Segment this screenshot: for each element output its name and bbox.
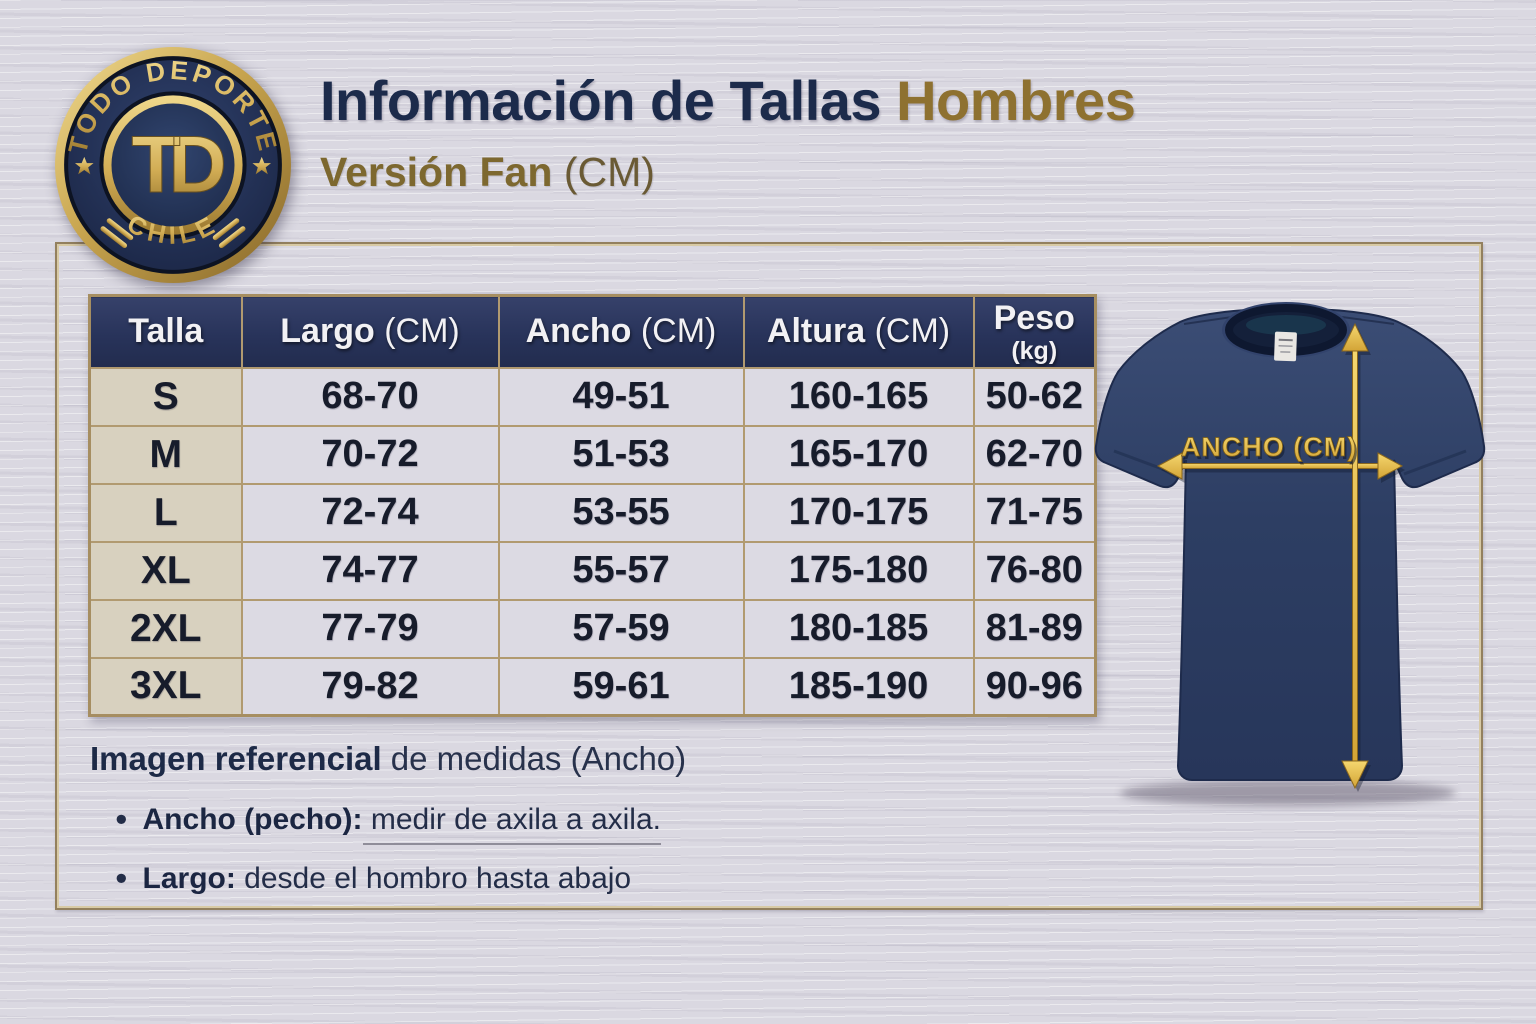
collar-inner (1246, 315, 1326, 335)
note-description: medir de axila a axila. (362, 803, 661, 845)
note-description: desde el hombro hasta abajo (235, 862, 632, 895)
cell-ancho: 57-59 (497, 598, 745, 659)
cell-largo: 74-77 (240, 540, 500, 601)
bullet-icon: • (115, 859, 128, 898)
cell-peso: 90-96 (972, 656, 1097, 717)
cell-ancho: 55-57 (497, 540, 745, 601)
cell-largo: 70-72 (240, 424, 500, 485)
collar-label (1274, 331, 1297, 362)
col-header-altura: Altura (CM) (742, 294, 975, 369)
cell-talla: 2XL (88, 598, 243, 659)
col-header-label: Talla (128, 312, 204, 351)
note-largo: • Largo: desde el hombro hasta abajo (115, 859, 686, 898)
measurement-notes: Imagen referencial de medidas (Ancho) • A… (90, 740, 686, 898)
page-subtitle-unit: (CM) (563, 149, 655, 195)
cell-peso: 81-89 (972, 598, 1097, 659)
col-header-ancho: Ancho (CM) (497, 294, 745, 369)
cell-peso: 71-75 (972, 482, 1097, 543)
tshirt-body (1094, 307, 1486, 781)
cell-ancho: 53-55 (497, 482, 745, 543)
cell-altura: 170-175 (742, 482, 975, 543)
size-table: Talla Largo (CM) Ancho (CM) Altura (CM) … (88, 294, 1097, 717)
content-frame (55, 242, 1483, 910)
cell-altura: 160-165 (742, 366, 975, 427)
col-header-label: Peso (993, 299, 1075, 338)
sleeve-seam-right (1403, 449, 1467, 476)
cell-largo: 79-82 (240, 656, 500, 717)
cell-largo: 72-74 (240, 482, 500, 543)
length-arrow (1341, 322, 1369, 790)
col-header-peso: Peso (kg) (972, 294, 1097, 369)
cell-altura: 180-185 (742, 598, 975, 659)
notes-heading-bold: Imagen referencial (90, 740, 382, 777)
table-row: 2XL 77-79 57-59 180-185 81-89 (88, 598, 1097, 659)
table-row: M 70-72 51-53 165-170 62-70 (88, 424, 1097, 485)
cell-peso: 76-80 (972, 540, 1097, 601)
cell-largo: 68-70 (240, 366, 500, 427)
note-ancho: • Ancho (pecho): medir de axila a axila. (115, 800, 686, 845)
notes-heading-rest: de medidas (Ancho) (381, 740, 687, 777)
page-title: Información de Tallas Hombres (320, 68, 1136, 133)
cell-talla: 3XL (88, 656, 243, 717)
shirt-shadow (1120, 780, 1456, 806)
col-header-unit: (kg) (1011, 337, 1058, 366)
cell-largo: 77-79 (240, 598, 500, 659)
page-title-main: Información de Tallas (320, 69, 882, 132)
table-row: XL 74-77 55-57 175-180 76-80 (88, 540, 1097, 601)
col-header-label: Largo (280, 312, 375, 351)
cell-altura: 185-190 (742, 656, 975, 717)
tshirt-reference-image: ANCHO (CM) ANCHO (CM) (1094, 302, 1486, 806)
cell-talla: XL (88, 540, 243, 601)
col-header-label: Altura (766, 312, 866, 351)
cell-talla: L (88, 482, 243, 543)
logo-monogram: TD (131, 120, 223, 210)
page-subtitle-accent: Versión Fan (320, 149, 553, 195)
logo-dash-right (212, 218, 246, 249)
cell-altura: 175-180 (742, 540, 975, 601)
bullet-icon: • (115, 800, 128, 839)
cell-talla: M (88, 424, 243, 485)
col-header-talla: Talla (88, 294, 243, 369)
cell-peso: 62-70 (972, 424, 1097, 485)
ancho-label-shadow: ANCHO (CM) (1183, 435, 1359, 465)
table-header-row: Talla Largo (CM) Ancho (CM) Altura (CM) … (88, 294, 1097, 369)
cell-talla: S (88, 366, 243, 427)
table-row: L 72-74 53-55 170-175 71-75 (88, 482, 1097, 543)
note-term: Ancho (pecho): (142, 803, 363, 836)
col-header-label: Ancho (525, 312, 632, 351)
shoulder-seam-left (1183, 316, 1233, 325)
col-header-unit: (CM) (384, 312, 460, 351)
cell-peso: 50-62 (972, 366, 1097, 427)
shoulder-seam-right (1341, 316, 1395, 325)
table-row: S 68-70 49-51 160-165 50-62 (88, 366, 1097, 427)
col-header-unit: (CM) (874, 312, 951, 351)
brand-logo: TODO DEPORTE CHILE TD (55, 47, 291, 283)
ancho-label: ANCHO (CM) (1181, 432, 1357, 462)
logo-dash-left (100, 218, 134, 249)
page-subtitle: Versión Fan (CM) (320, 149, 1135, 196)
page-title-accent: Hombres (896, 69, 1136, 132)
cell-altura: 165-170 (742, 424, 975, 485)
notes-heading: Imagen referencial de medidas (Ancho) (90, 740, 686, 778)
cell-ancho: 51-53 (497, 424, 745, 485)
cell-ancho: 49-51 (497, 366, 745, 427)
width-arrow (1156, 452, 1404, 480)
table-row: 3XL 79-82 59-61 185-190 90-96 (88, 656, 1097, 717)
cell-ancho: 59-61 (497, 656, 745, 717)
col-header-unit: (CM) (640, 312, 717, 351)
note-term: Largo: (142, 862, 236, 895)
col-header-largo: Largo (CM) (240, 294, 500, 369)
